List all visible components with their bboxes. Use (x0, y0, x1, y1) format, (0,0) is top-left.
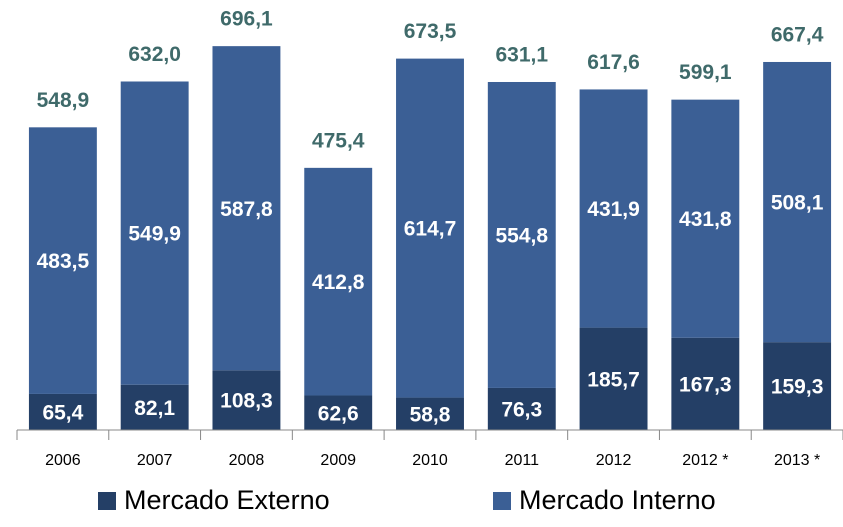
value-label: 76,3 (501, 399, 542, 422)
value-label: 108,3 (220, 390, 273, 413)
total-label: 667,4 (771, 24, 824, 47)
value-label: 412,8 (312, 271, 365, 294)
value-label: 62,6 (318, 402, 359, 425)
value-label: 159,3 (771, 376, 824, 399)
value-label: 587,8 (220, 198, 273, 221)
value-label: 65,4 (42, 402, 83, 425)
bar-segment (579, 89, 648, 328)
total-label: 696,1 (220, 8, 273, 31)
value-label: 58,8 (410, 403, 451, 426)
bar-segment (396, 397, 464, 430)
bar-segment (212, 370, 281, 430)
value-label: 185,7 (587, 368, 640, 391)
bar-segment (487, 387, 556, 430)
legend-swatch (98, 492, 116, 510)
bar-segment (671, 99, 740, 338)
x-tick-label: 2013 * (774, 452, 820, 469)
x-tick-label: 2010 (412, 452, 448, 469)
x-tick-label: 2009 (320, 452, 356, 469)
bar-segment (671, 337, 740, 430)
bar-segment (579, 327, 648, 430)
x-tick-label: 2011 (505, 452, 540, 469)
value-label: 431,9 (587, 198, 640, 221)
bar-segment (120, 384, 189, 430)
total-label: 548,9 (37, 89, 90, 112)
bar-segment (304, 167, 373, 396)
bar-segment (212, 46, 281, 371)
legend-label: Mercado Externo (124, 485, 330, 515)
value-label: 431,8 (679, 208, 732, 231)
total-label: 632,0 (128, 43, 181, 66)
value-label: 508,1 (771, 192, 824, 215)
value-label: 614,7 (404, 218, 457, 241)
value-label: 82,1 (134, 397, 175, 420)
legend-swatch (493, 492, 511, 510)
total-label: 631,1 (495, 44, 548, 67)
total-label: 617,6 (587, 51, 640, 74)
x-tick-label: 2012 (596, 452, 632, 469)
bar-segment (28, 393, 97, 430)
total-label: 475,4 (312, 129, 365, 152)
x-tick-label: 2007 (137, 452, 173, 469)
x-tick-label: 2008 (229, 452, 265, 469)
bar-segment (120, 81, 189, 385)
bar-segment (487, 81, 556, 388)
x-tick-label: 2012 * (682, 452, 728, 469)
bar-segment (28, 127, 97, 394)
value-label: 549,9 (128, 223, 181, 246)
bar-segment (763, 61, 832, 343)
value-label: 483,5 (37, 250, 90, 273)
total-label: 673,5 (404, 20, 457, 43)
total-label: 599,1 (679, 61, 732, 84)
bar-segment (304, 395, 373, 430)
bar-segment (763, 342, 832, 430)
bar-segment (396, 58, 464, 398)
x-tick-label: 2006 (45, 452, 81, 469)
value-label: 554,8 (495, 225, 548, 248)
legend-label: Mercado Interno (519, 485, 716, 515)
value-label: 167,3 (679, 373, 732, 396)
